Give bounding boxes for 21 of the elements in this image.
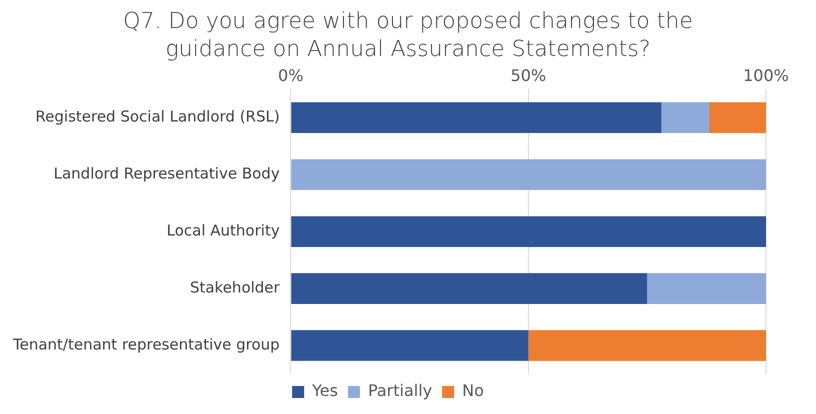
legend-label: Partially [368,381,432,400]
x-tick-label: 0% [278,66,304,85]
bar [291,273,648,304]
y-tick-label: Landlord Representative Body [54,164,280,183]
legend-label: No [462,381,484,400]
bar [661,102,709,134]
y-tick-label: Local Authority [166,221,280,240]
y-tick-label: Tenant/tenant representative group [12,335,280,354]
bar [291,216,766,247]
bar [708,102,766,134]
x-tick-label: 100% [743,66,789,85]
bar [291,102,662,134]
bar [291,330,528,361]
legend-label: Yes [311,381,338,400]
bar [647,273,766,304]
bar [291,159,766,190]
y-tick-label: Registered Social Landlord (RSL) [35,108,280,126]
x-tick-label: 50% [510,66,546,85]
bar [528,330,766,361]
chart-title: Q7. Do you agree with our proposed changes to the guidance on Annual Assurance Statements? [122,8,694,64]
y-tick-label: Stakeholder [190,278,281,296]
